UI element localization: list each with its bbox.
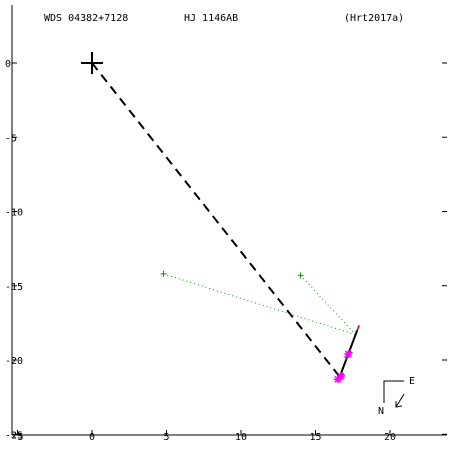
wds-id-label: WDS 04382+7128 <box>44 13 128 24</box>
x-tick-label: -5 <box>11 432 23 443</box>
residual-lines <box>163 273 357 336</box>
observation-point <box>297 272 304 279</box>
compass-north-label: N <box>378 406 384 417</box>
highlight-d2 <box>344 350 352 358</box>
discoverer-label: HJ 1146AB <box>184 13 238 24</box>
highlight-point <box>344 350 353 359</box>
x-tick-label: 10 <box>235 432 247 443</box>
separation-line <box>91 62 341 377</box>
observation-point <box>160 270 167 277</box>
x-tick-label: 0 <box>89 432 95 443</box>
compass-arrowhead-icon <box>395 401 403 408</box>
y-tick-label: -10 <box>5 208 23 219</box>
y-tick-label: -5 <box>5 133 17 144</box>
y-tick-label: -20 <box>5 356 23 367</box>
x-tick-label: 5 <box>163 432 169 443</box>
highlighted-points <box>333 350 353 384</box>
x-tick-label: 15 <box>309 432 321 443</box>
compass-east-label: E <box>409 376 415 387</box>
orbit-end-tick <box>356 325 360 331</box>
y-tick-label: -25 <box>5 430 23 441</box>
x-ticks: -5 0 5 10 15 20 <box>11 430 396 443</box>
reference-label: (Hrt2017a) <box>344 13 404 24</box>
y-tick-label: 0 <box>5 59 11 70</box>
primary-star <box>81 52 103 74</box>
observation-points <box>160 270 353 383</box>
residual-line <box>300 275 357 336</box>
compass-axes <box>383 380 404 403</box>
highlight-point <box>333 375 342 384</box>
y-tick-label: -15 <box>5 282 23 293</box>
highlight-d2 <box>334 375 342 383</box>
plot-frame <box>11 5 447 436</box>
separation-dashed-line <box>91 62 341 377</box>
compass: E N <box>378 376 415 417</box>
y-ticks: 0 -5 -10 -15 -20 -25 <box>5 59 447 441</box>
residual-line <box>163 273 356 336</box>
compass-arrow-icon <box>395 393 405 408</box>
x-tick-label: 20 <box>384 432 396 443</box>
